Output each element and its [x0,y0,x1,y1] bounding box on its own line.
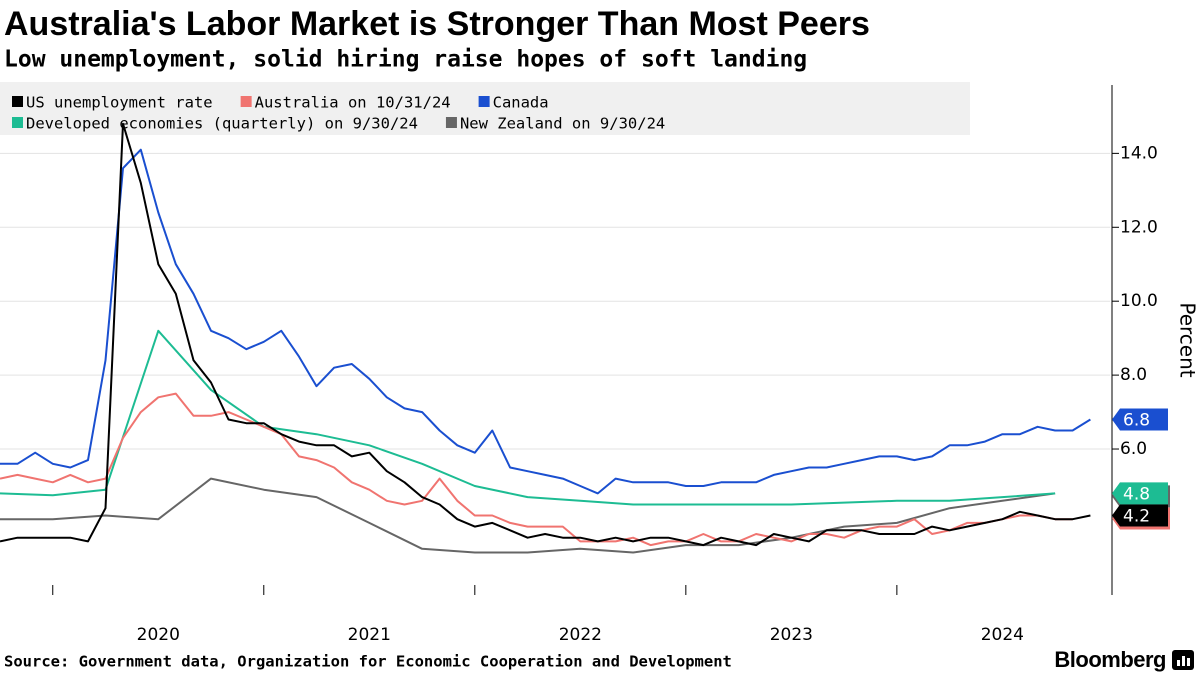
y-axis-label: Percent [1176,302,1200,377]
plot [0,122,1091,554]
line-series [0,148,1091,495]
end-value-label: 6.8 [1123,410,1150,430]
legend-item: Developed economies (quarterly) on 9/30/… [12,115,418,133]
end-value-box [1112,504,1168,527]
legend-background [0,82,970,135]
source-note: Source: Government data, Organization fo… [4,653,732,671]
legend-item: Australia on 10/31/24 [240,94,451,112]
line-series [0,477,1056,554]
y-tick-label: 12.0 [1120,217,1158,237]
chart-title: Australia's Labor Market is Stronger Tha… [4,5,870,43]
legend-swatch [445,117,457,128]
end-value-box [1112,482,1168,505]
legend-item: Canada [478,94,549,112]
chart-subtitle: Low unemployment, solid hiring raise hop… [4,47,807,73]
legend-swatch [240,96,252,107]
legend-item: New Zealand on 9/30/24 [445,115,665,133]
line-series [0,329,1056,506]
x-tick-label: 2024 [981,625,1024,645]
legend-label: Developed economies (quarterly) on 9/30/… [26,115,418,133]
legend-label: Australia on 10/31/24 [255,94,451,112]
y-tick-label: 14.0 [1120,143,1158,163]
x-tick-label: 2022 [559,625,602,645]
legend-label: New Zealand on 9/30/24 [460,115,665,133]
legend-label: Canada [493,94,549,112]
grid [0,152,1110,450]
brand-logo: Bloomberg [1054,647,1166,672]
legend-swatch [12,117,23,128]
x-tick-label: 2021 [348,625,391,645]
legend-swatch [478,96,490,107]
end-value-box [1112,408,1168,431]
legend-label: US unemployment rate [26,94,213,112]
line-series [0,392,1073,547]
legend: US unemployment rate Australia on 10/31/2… [12,94,665,133]
axes: 6.0 8.0 10.0 12.0 14.0 2020 2021 2022 2023 2024 6.… [52,85,1170,645]
legend-item: US unemployment rate [12,94,213,112]
y-tick-label: 10.0 [1120,291,1158,311]
legend-swatch [12,96,23,107]
line-series [0,122,1091,547]
brand-icon [1172,650,1194,670]
y-tick-label: 6.0 [1120,439,1147,459]
y-tick-label: 8.0 [1120,365,1147,385]
end-value-label: 4.2 [1123,507,1150,527]
end-value-label: 4.8 [1123,484,1150,504]
x-tick-label: 2020 [137,625,180,645]
x-tick-label: 2023 [770,625,813,645]
